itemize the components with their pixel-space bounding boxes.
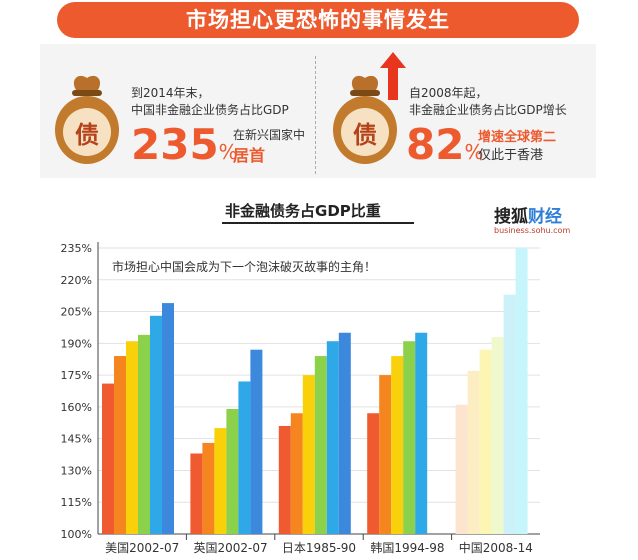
bar [102, 383, 114, 534]
bar [403, 341, 416, 534]
y-tick-label: 160% [61, 401, 92, 414]
fact1-line2: 中国非金融企业债务占比GDP [131, 103, 289, 117]
bar [479, 349, 492, 534]
bar [238, 381, 251, 534]
bar [290, 413, 303, 534]
fact2-line1: 自2008年起， [409, 86, 488, 100]
bar [126, 341, 138, 534]
fact2-line2: 非金融企业债务占比GDP增长 [409, 103, 567, 117]
fact1-side1: 在新兴国家中 [233, 128, 306, 142]
bar [138, 334, 150, 534]
up-arrow-icon [380, 52, 406, 100]
chart-annotation: 市场担心中国会成为下一个泡沫破灭故事的主角！ [112, 260, 377, 274]
x-category-label: 英国2002-07 [194, 541, 268, 555]
bar [226, 409, 239, 534]
page-banner: 市场担心更恐怖的事情发生 [57, 2, 579, 38]
y-tick-label: 205% [61, 306, 92, 319]
bar [503, 294, 516, 534]
bar [338, 332, 351, 534]
fact2-side2: 仅此于香港 [478, 148, 544, 163]
y-tick-label: 130% [61, 464, 92, 477]
bar [302, 375, 315, 534]
bag-label: 债 [353, 121, 377, 149]
facts-divider [315, 56, 316, 174]
x-category-label: 美国2002-07 [105, 541, 179, 555]
bar [491, 336, 504, 534]
chart-title-underline [222, 222, 414, 224]
y-tick-label: 220% [61, 274, 92, 287]
bar [114, 356, 126, 534]
money-bag-icon [333, 75, 397, 164]
bar [467, 370, 480, 534]
fact2-value: 82% [406, 120, 484, 169]
bar [190, 453, 203, 534]
bar [278, 425, 291, 534]
fact1-value: 235% [131, 120, 238, 169]
y-tick-label: 145% [61, 433, 92, 446]
x-category-label: 日本1985-90 [282, 541, 356, 555]
bar [515, 248, 528, 534]
bar [214, 428, 227, 534]
y-tick-label: 115% [61, 496, 92, 509]
bar [250, 349, 263, 534]
chart-title: 非金融债务占GDP比重 [225, 202, 381, 220]
logo-url: business.sohu.com [494, 226, 571, 235]
y-tick-label: 190% [61, 337, 92, 350]
money-bag-icon [55, 75, 119, 164]
x-category-label: 韩国1994-98 [370, 540, 444, 555]
bar [415, 332, 428, 534]
bar [391, 356, 404, 534]
facts-panel [40, 44, 596, 178]
bar [162, 303, 174, 534]
bar [379, 375, 392, 534]
bag-label: 债 [75, 121, 99, 149]
sohu-logo: 搜狐财经 [494, 207, 562, 227]
bar [202, 442, 215, 534]
y-tick-label: 100% [61, 528, 92, 541]
bar [455, 404, 468, 534]
bar [150, 315, 162, 534]
bar [326, 341, 339, 534]
x-category-label: 中国2008-14 [459, 540, 533, 555]
fact1-line1: 到2014年末， [131, 86, 210, 100]
y-tick-label: 235% [61, 242, 92, 255]
y-tick-label: 175% [61, 369, 92, 382]
fact2-side1: 增速全球第二 [478, 130, 557, 145]
bar [367, 413, 380, 534]
bar [314, 356, 327, 534]
fact1-side2: 居首 [233, 146, 266, 165]
